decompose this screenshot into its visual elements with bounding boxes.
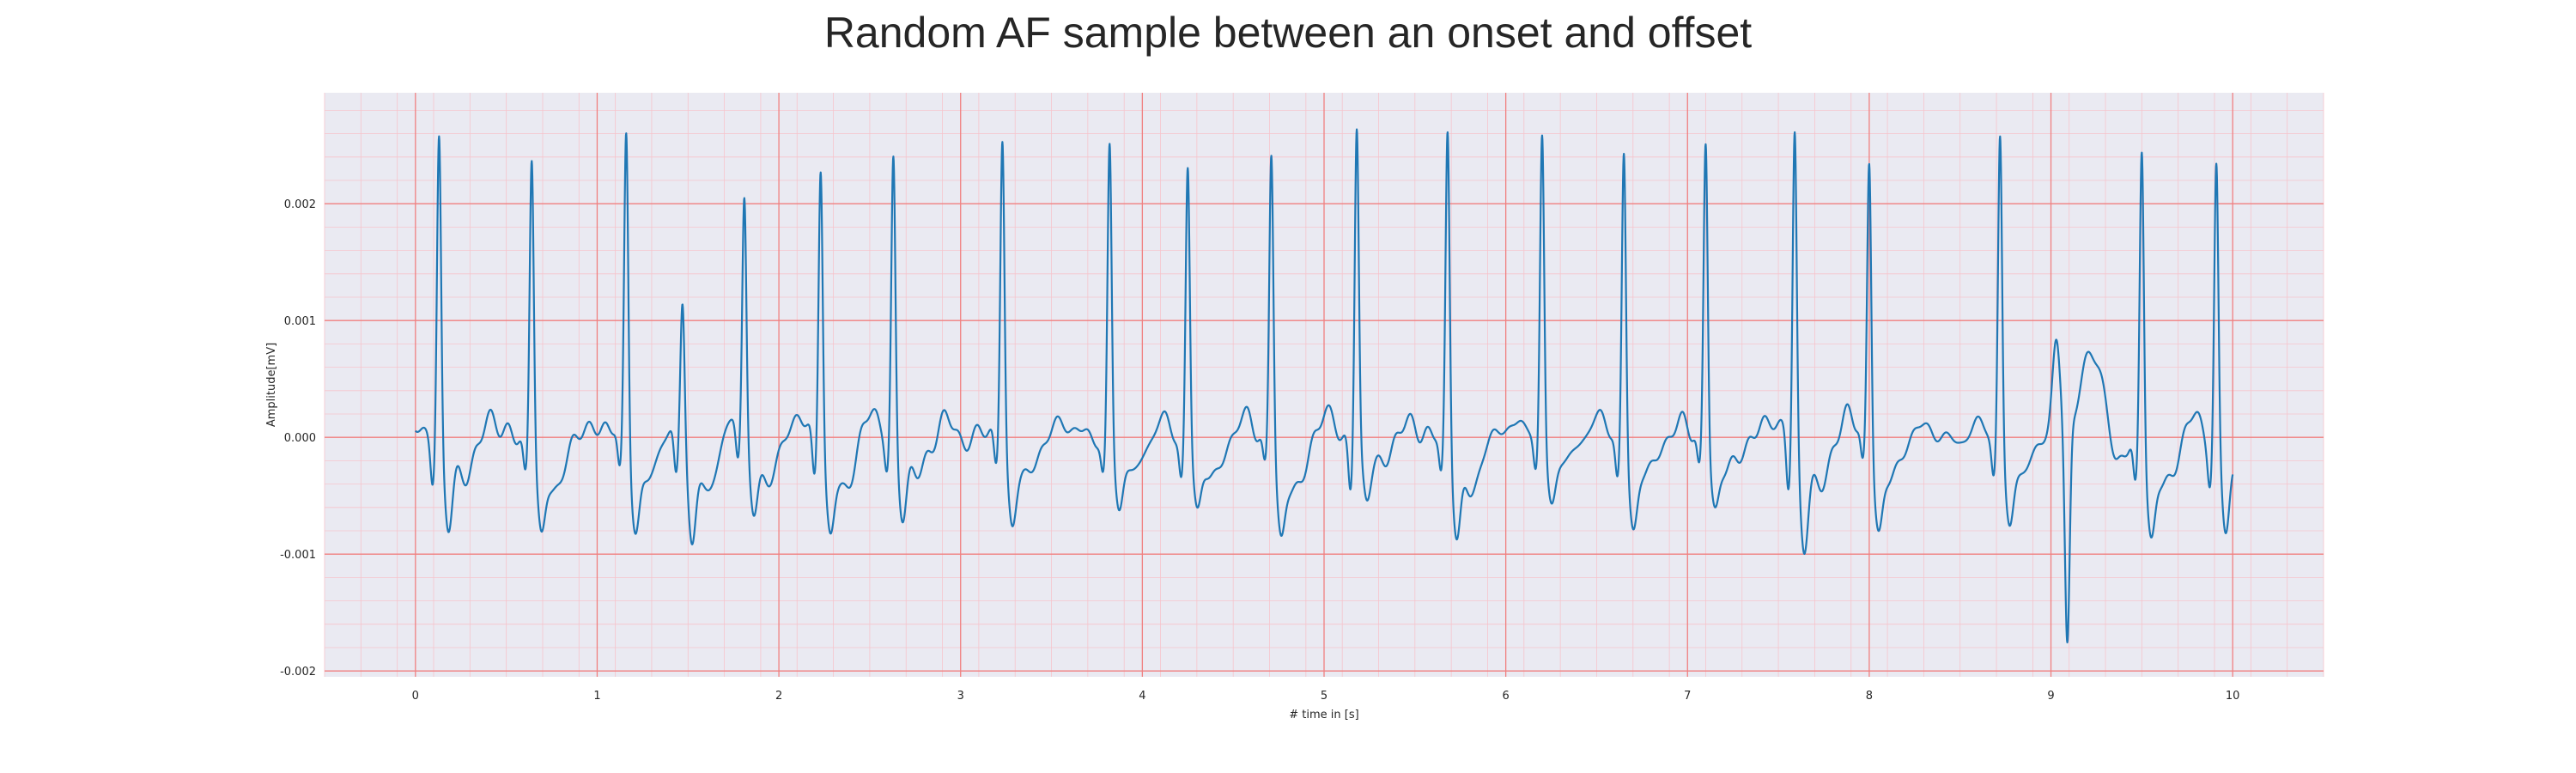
x-tick-label: 6	[1502, 690, 1509, 703]
y-tick-label: 0.002	[284, 198, 316, 211]
x-tick-label: 0	[412, 690, 419, 703]
y-axis-label: Amplitude[mV]	[265, 343, 278, 427]
x-tick-label: 4	[1139, 690, 1145, 703]
y-axis-ticks: -0.002 -0.001 0.000 0.001 0.002	[280, 198, 316, 679]
x-tick-label: 5	[1321, 690, 1327, 703]
x-tick-label: 9	[2047, 690, 2054, 703]
y-tick-label: 0.001	[284, 315, 316, 328]
x-axis-ticks: 0 1 2 3 4 5 6 7 8 9 10	[412, 690, 2240, 703]
y-tick-label: -0.001	[280, 549, 316, 562]
x-tick-label: 3	[957, 690, 964, 703]
x-tick-label: 10	[2226, 690, 2240, 703]
x-tick-label: 2	[775, 690, 782, 703]
y-tick-label: -0.002	[280, 666, 316, 679]
x-tick-label: 7	[1684, 690, 1691, 703]
chart-title: Random AF sample between an onset and of…	[823, 9, 1753, 57]
y-tick-label: 0.000	[284, 432, 316, 445]
x-tick-label: 8	[1866, 690, 1873, 703]
x-tick-label: 1	[593, 690, 600, 703]
series-layer	[415, 128, 2234, 644]
ecg-series-line	[415, 128, 2234, 644]
major-grid	[325, 93, 2324, 677]
x-axis-label: # time in [s]	[1289, 709, 1358, 721]
